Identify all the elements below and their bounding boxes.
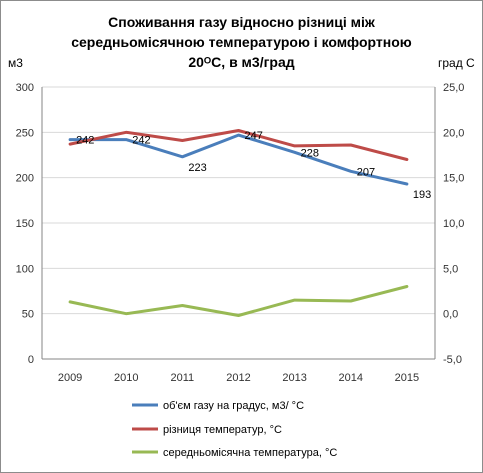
data-label: 247	[245, 130, 263, 142]
x-tick-label: 2013	[282, 372, 306, 384]
x-tick-label: 2014	[339, 372, 363, 384]
left-tick-label: 150	[16, 218, 34, 230]
chart-title-line-1: Споживання газу відносно різниці між	[108, 14, 375, 30]
left-tick-label: 250	[16, 127, 34, 139]
left-tick-label: 200	[16, 173, 34, 185]
left-tick-label: 50	[22, 309, 34, 321]
chart-title-line-3: 20ᴼС, в м3/град	[188, 54, 295, 70]
series-line-3	[68, 285, 409, 317]
data-label: 193	[413, 189, 431, 201]
right-tick-label: 5,0	[443, 263, 458, 275]
right-axis-label: град С	[438, 56, 475, 70]
legend-label-3: середньомісячна температура, °С	[163, 447, 337, 459]
right-tick-label: 25,0	[443, 82, 464, 94]
right-tick-label: 20,0	[443, 127, 464, 139]
right-tick-label: 10,0	[443, 218, 464, 230]
right-tick-label: 0,0	[443, 309, 458, 321]
left-tick-label: 100	[16, 263, 34, 275]
left-tick-label: 0	[28, 354, 34, 366]
right-tick-label: 15,0	[443, 173, 464, 185]
data-label: 223	[188, 162, 206, 174]
x-tick-label: 2009	[58, 372, 82, 384]
series-line-1	[68, 133, 409, 186]
x-tick-label: 2010	[114, 372, 138, 384]
right-tick-label: -5,0	[443, 354, 462, 366]
x-tick-label: 2012	[226, 372, 250, 384]
legend-label-1: об'єм газу на градус, м3/ °С	[163, 400, 304, 412]
data-label: 242	[132, 135, 150, 147]
left-tick-label: 300	[16, 82, 34, 94]
data-label: 207	[357, 166, 375, 178]
data-label: 242	[76, 135, 94, 147]
series-line-2	[68, 129, 409, 161]
chart-title-line-2: середньомісячною температурою і комфортн…	[71, 34, 412, 50]
left-axis-label: м3	[8, 56, 23, 70]
data-label: 228	[301, 147, 319, 159]
x-tick-label: 2011	[171, 372, 195, 384]
legend-label-2: різниця температур, °С	[163, 424, 282, 436]
x-tick-label: 2015	[395, 372, 419, 384]
